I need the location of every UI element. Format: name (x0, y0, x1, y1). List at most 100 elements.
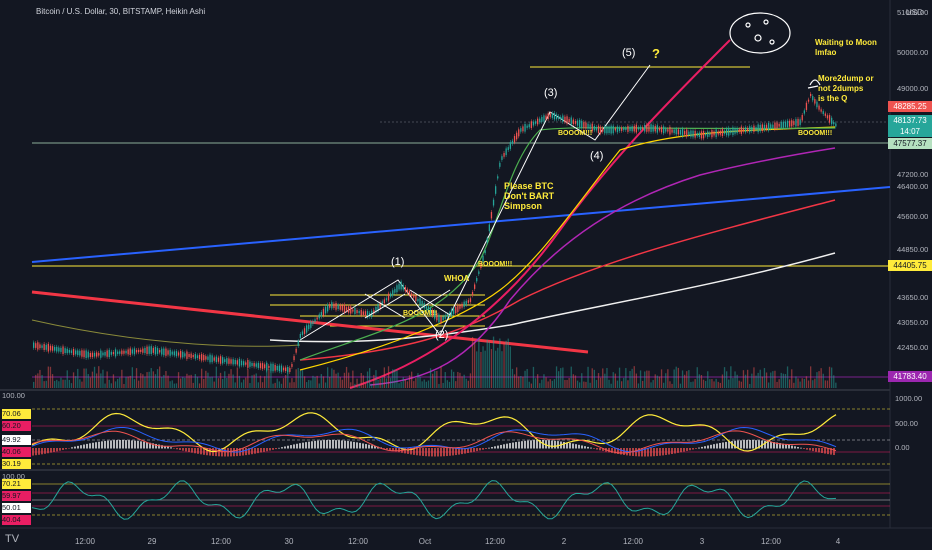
histogram-bar (386, 448, 388, 450)
volume-bar (753, 367, 755, 388)
blue-trendline[interactable] (31, 186, 891, 263)
volume-bar (581, 373, 583, 388)
wave-label-4[interactable]: (4) (590, 150, 604, 162)
ma-yellow[interactable] (299, 126, 836, 371)
histogram-bar (302, 442, 304, 449)
ma-olive[interactable] (31, 319, 301, 347)
histogram-bar (653, 448, 655, 457)
volume-bar (276, 378, 278, 388)
note-line: Simpson (504, 201, 543, 211)
candle-body (732, 127, 734, 136)
volume-bar (68, 379, 70, 388)
volume-bar (459, 372, 461, 388)
ma-red[interactable] (299, 199, 836, 361)
candle-body (234, 359, 236, 365)
wave-label-1[interactable]: (1) (391, 256, 405, 268)
candle-body (726, 128, 728, 136)
histogram-bar (320, 440, 322, 449)
volume-bar (83, 368, 85, 388)
candle-body (524, 123, 526, 132)
histogram-bar (524, 440, 526, 449)
histogram-bar (458, 448, 460, 455)
volume-bar (51, 374, 54, 388)
histogram-bar (719, 442, 721, 449)
volume-bar (562, 367, 564, 388)
volume-bar (814, 378, 816, 388)
candle-body (425, 306, 427, 309)
volume-bar (576, 380, 579, 388)
volume-bar (316, 375, 318, 388)
ma-white[interactable] (269, 252, 836, 343)
elliott-wave-path[interactable] (299, 64, 651, 341)
candle-body (383, 299, 385, 304)
symbol-title[interactable]: Bitcoin / U.S. Dollar, 30, BITSTAMP, Hei… (36, 7, 206, 16)
boom-label[interactable]: BOOOM!!! (558, 130, 593, 137)
volume-bar (240, 382, 243, 388)
volume-bar (446, 380, 448, 388)
wave-label-3[interactable]: (3) (544, 87, 558, 99)
price-tick: 47200.00 (897, 170, 929, 179)
moon-doodle[interactable] (729, 12, 821, 89)
volume-bar (152, 371, 154, 388)
x-marks[interactable] (364, 289, 451, 319)
note-line: is the Q (818, 94, 848, 103)
candle-body (230, 359, 232, 364)
histogram-bar (242, 448, 244, 456)
volume-bar (690, 382, 692, 388)
wave-label-2[interactable]: (2) (435, 329, 449, 341)
histogram-bar (515, 442, 517, 449)
boom-label[interactable]: BOOOM!!! (798, 130, 833, 137)
candle-body (707, 131, 709, 137)
candle-body (77, 350, 79, 356)
indicator-pane-1[interactable] (31, 408, 890, 465)
candle-body (35, 343, 37, 348)
volume-bar (60, 377, 62, 388)
candle-body (379, 302, 381, 309)
boom-label[interactable]: BOOOM!!! (478, 261, 513, 268)
volume-bar (138, 380, 140, 388)
candle-body (219, 356, 222, 364)
volume-bar (652, 380, 654, 388)
candle-body (595, 127, 598, 131)
candlestick-series[interactable] (33, 91, 837, 388)
candle-body (190, 353, 192, 358)
volume-bar (572, 374, 574, 388)
wave-label-5[interactable]: (5) (622, 47, 636, 59)
pane1-axis-tick: 0.00 (895, 443, 910, 452)
volume-bar (140, 373, 142, 388)
time-tick: 4 (835, 537, 841, 546)
please-note[interactable]: Please BTC Don't BART Simpson (504, 181, 554, 211)
volume-bar (715, 378, 717, 388)
candle-body (255, 363, 257, 367)
whoa-label[interactable]: WHOA (444, 274, 470, 283)
histogram-bar (116, 440, 118, 449)
histogram-bar (548, 440, 550, 449)
red-downtrend[interactable] (31, 290, 589, 354)
dump-note[interactable]: More2dump or not 2dumps is the Q (818, 74, 874, 104)
volume-bar (312, 375, 314, 388)
moon-note[interactable]: Waiting to Moon lmfao (815, 38, 877, 58)
histogram-bar (740, 440, 742, 449)
candle-body (106, 350, 108, 357)
candle-body (245, 362, 247, 365)
histogram-bar (257, 448, 259, 454)
volume-bar (453, 371, 455, 388)
histogram-bar (197, 448, 199, 454)
volume-bar (770, 372, 772, 388)
ma-magenta[interactable] (369, 147, 836, 386)
tradingview-logo[interactable]: TV (5, 533, 20, 545)
ma-pink[interactable] (349, 39, 731, 389)
candle-body (484, 250, 486, 254)
indicator-pane-2[interactable] (31, 480, 890, 520)
question-mark-label[interactable]: ? (652, 46, 660, 61)
histogram-bar (716, 443, 718, 449)
histogram-bar (161, 445, 163, 449)
candle-body (579, 119, 581, 128)
candle-body (597, 125, 600, 134)
boom-label[interactable]: BOOOM!!! (403, 310, 438, 317)
volume-bar (492, 336, 495, 388)
histogram-bar (413, 448, 415, 455)
candle-body (499, 162, 501, 167)
volume-bar (610, 383, 612, 388)
